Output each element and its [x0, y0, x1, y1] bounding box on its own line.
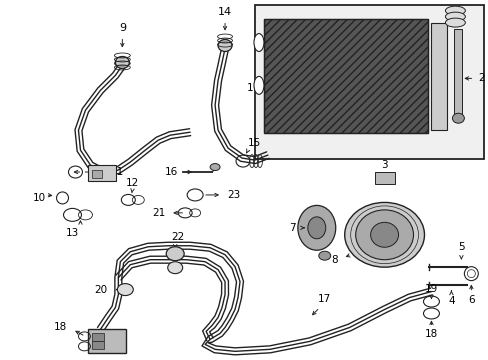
Text: 16: 16: [164, 167, 178, 177]
Ellipse shape: [370, 222, 398, 247]
Ellipse shape: [318, 251, 330, 260]
Text: 11: 11: [110, 167, 123, 177]
Text: 10: 10: [32, 193, 45, 203]
Text: 17: 17: [318, 293, 331, 303]
Bar: [453, 28, 462, 118]
Text: 2: 2: [477, 73, 484, 84]
Ellipse shape: [297, 206, 335, 250]
Ellipse shape: [166, 247, 184, 261]
Text: 14: 14: [218, 6, 232, 17]
Text: 6: 6: [467, 294, 474, 305]
Ellipse shape: [445, 12, 465, 21]
Ellipse shape: [117, 284, 133, 296]
Ellipse shape: [210, 163, 220, 171]
Text: 18: 18: [54, 323, 67, 332]
Text: 18: 18: [424, 329, 437, 339]
Text: 13: 13: [66, 228, 79, 238]
Text: 19: 19: [424, 284, 437, 293]
Ellipse shape: [451, 113, 464, 123]
Ellipse shape: [218, 40, 232, 51]
Bar: [254, 5, 483, 159]
Text: 5: 5: [457, 242, 464, 252]
Text: 3: 3: [381, 160, 387, 170]
Bar: [92, 170, 102, 178]
Text: 9: 9: [119, 23, 125, 32]
Text: 7: 7: [288, 223, 295, 233]
Ellipse shape: [307, 217, 325, 239]
Text: 1: 1: [246, 84, 252, 93]
Ellipse shape: [253, 33, 264, 51]
Bar: [264, 19, 427, 133]
Bar: [92, 333, 104, 341]
Bar: [430, 23, 447, 130]
Ellipse shape: [344, 202, 424, 267]
Bar: [92, 341, 104, 349]
Text: 21: 21: [152, 208, 165, 218]
Text: 23: 23: [226, 190, 240, 200]
Bar: [264, 19, 427, 133]
Ellipse shape: [115, 57, 129, 68]
Text: 8: 8: [331, 255, 337, 265]
Ellipse shape: [445, 18, 465, 27]
Text: 4: 4: [447, 296, 454, 306]
Text: 20: 20: [94, 284, 107, 294]
Text: 12: 12: [125, 178, 139, 188]
Text: 22: 22: [171, 232, 184, 242]
Text: 15: 15: [247, 138, 261, 148]
Bar: [88, 329, 126, 353]
Bar: [88, 165, 116, 181]
Ellipse shape: [445, 6, 465, 15]
Ellipse shape: [167, 262, 183, 274]
Ellipse shape: [355, 210, 413, 260]
Ellipse shape: [253, 76, 264, 94]
Bar: [374, 172, 394, 184]
